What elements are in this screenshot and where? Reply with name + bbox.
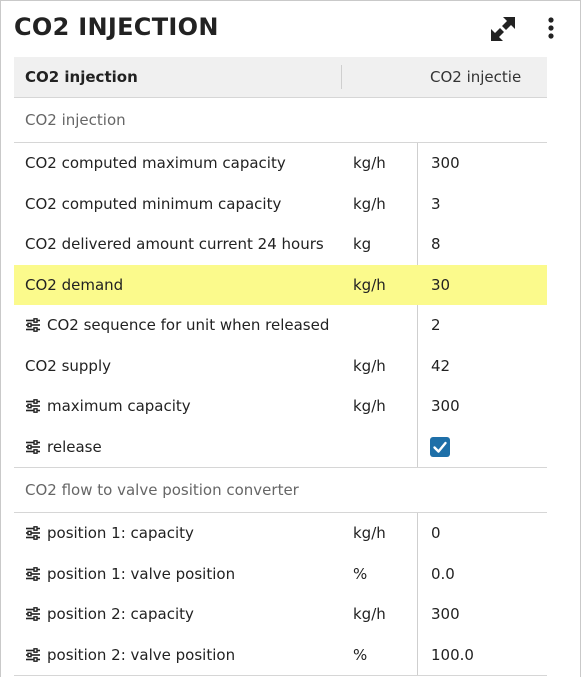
row-unit: kg/h [353, 184, 386, 225]
row-value: 0 [431, 513, 441, 554]
header-separator [341, 65, 342, 89]
expand-button[interactable] [489, 15, 517, 43]
row-value: 0.0 [431, 554, 455, 595]
row-value: 30 [431, 265, 450, 306]
row-unit: kg/h [353, 346, 386, 387]
row-name: CO2 sequence for unit when released [25, 305, 329, 346]
row-value: 3 [431, 184, 441, 225]
header-column-2: CO2 injectie [430, 57, 521, 97]
table-row[interactable]: position 1: capacity kg/h 0 [14, 513, 547, 554]
row-unit: kg/h [353, 594, 386, 635]
table-row[interactable]: CO2 delivered amount current 24 hours kg 8 [14, 224, 547, 265]
row-name: maximum capacity [25, 386, 191, 427]
header-name: CO2 injection [25, 57, 138, 97]
row-name: position 2: capacity [25, 594, 194, 635]
row-name-label: release [47, 438, 102, 456]
row-unit: % [353, 554, 367, 595]
table-row[interactable]: CO2 computed maximum capacity kg/h 300 [14, 143, 547, 184]
row-name: CO2 computed maximum capacity [25, 143, 286, 184]
row-name-label: CO2 sequence for unit when released [47, 316, 329, 334]
checkmark-icon [430, 437, 450, 457]
panel-title: CO2 INJECTION [14, 13, 219, 41]
row-name-label: position 2: valve position [47, 646, 235, 664]
row-name-label: position 1: capacity [47, 524, 194, 542]
row-name-label: CO2 supply [25, 357, 111, 375]
table-row[interactable]: maximum capacity kg/h 300 [14, 386, 547, 427]
table-row[interactable]: position 2: valve position% 100.0 [14, 635, 547, 676]
expand-arrows-icon [489, 15, 517, 43]
settings-sliders-icon [25, 515, 41, 556]
row-value: 300 [431, 143, 460, 184]
settings-sliders-icon [25, 307, 41, 348]
settings-sliders-icon [25, 388, 41, 429]
more-menu-button[interactable] [539, 15, 563, 43]
settings-sliders-icon [25, 556, 41, 597]
table-row[interactable]: CO2 computed minimum capacity kg/h 3 [14, 184, 547, 225]
section-header: CO2 injection [14, 98, 547, 143]
row-unit: kg/h [353, 513, 386, 554]
row-name: release [25, 427, 102, 468]
table-row[interactable]: CO2 demand kg/h 30 [14, 265, 547, 306]
row-value: 300 [431, 386, 460, 427]
row-name-label: position 2: capacity [47, 605, 194, 623]
row-name-label: CO2 computed minimum capacity [25, 195, 281, 213]
table-row[interactable]: CO2 sequence for unit when released 2 [14, 305, 547, 346]
settings-sliders-icon [25, 429, 41, 470]
row-name-label: CO2 demand [25, 276, 123, 294]
row-name: CO2 demand [25, 265, 123, 306]
row-name: position 1: capacity [25, 513, 194, 554]
row-name: position 1: valve position [25, 554, 235, 595]
more-vertical-icon [539, 15, 563, 43]
row-unit: % [353, 635, 367, 676]
settings-sliders-icon [25, 637, 41, 677]
row-name: position 2: valve position [25, 635, 235, 676]
row-unit: kg/h [353, 143, 386, 184]
row-unit: kg [353, 224, 371, 265]
row-value: 2 [431, 305, 441, 346]
row-unit: kg/h [353, 386, 386, 427]
table-row[interactable]: release [14, 427, 547, 468]
row-value: 42 [431, 346, 450, 387]
table-header: CO2 injection CO2 injectie [14, 57, 547, 98]
table-row[interactable]: CO2 supply kg/h 42 [14, 346, 547, 387]
row-name-label: position 1: valve position [47, 565, 235, 583]
row-name: CO2 delivered amount current 24 hours [25, 224, 324, 265]
row-value: 8 [431, 224, 441, 265]
row-name-label: CO2 computed maximum capacity [25, 154, 286, 172]
row-value: 300 [431, 594, 460, 635]
row-unit: kg/h [353, 265, 386, 306]
row-name-label: maximum capacity [47, 397, 191, 415]
row-value: 100.0 [431, 635, 474, 676]
settings-table: CO2 injection CO2 injectie CO2 injection… [14, 57, 547, 676]
table-row[interactable]: position 1: valve position% 0.0 [14, 554, 547, 595]
release-checkbox[interactable] [430, 437, 450, 457]
settings-sliders-icon [25, 596, 41, 637]
section-header: CO2 flow to valve position converter [14, 468, 547, 513]
row-name: CO2 supply [25, 346, 111, 387]
row-name: CO2 computed minimum capacity [25, 184, 281, 225]
table-row[interactable]: position 2: capacity kg/h 300 [14, 594, 547, 635]
row-name-label: CO2 delivered amount current 24 hours [25, 235, 324, 253]
